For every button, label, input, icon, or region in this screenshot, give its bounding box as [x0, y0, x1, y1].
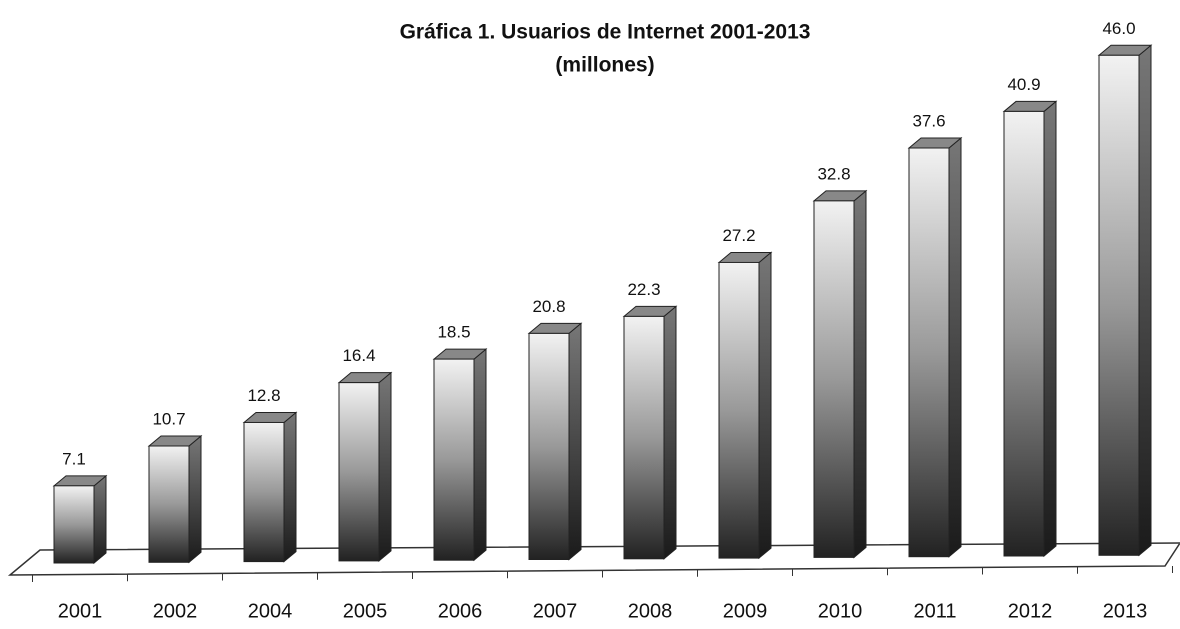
bar — [242, 411, 298, 563]
bar-front — [623, 315, 665, 560]
bar — [622, 305, 678, 560]
x-tick-label: 2001 — [58, 600, 103, 622]
bar — [1002, 100, 1058, 558]
bar-side — [663, 305, 677, 560]
value-label: 46.0 — [1102, 19, 1135, 38]
x-tick-label: 2004 — [248, 600, 293, 622]
bar-front — [528, 332, 570, 561]
value-label: 7.1 — [62, 449, 86, 468]
bar — [907, 136, 963, 558]
value-label: 12.8 — [247, 386, 280, 405]
bar-side — [188, 434, 202, 564]
bar-front — [243, 421, 285, 563]
bar-side — [93, 474, 107, 565]
x-tick-label: 2006 — [438, 600, 483, 622]
bar — [147, 434, 203, 564]
bar-side — [1043, 100, 1057, 558]
bar-side — [948, 136, 962, 558]
x-tick-label: 2002 — [153, 600, 198, 622]
bar-front — [908, 147, 950, 558]
bar-front — [433, 358, 475, 561]
bar — [717, 251, 773, 560]
value-label: 32.8 — [817, 164, 850, 183]
bar-front — [718, 261, 760, 559]
x-tick-label: 2011 — [913, 600, 956, 622]
bar-front — [1098, 54, 1140, 556]
bar — [337, 371, 393, 562]
x-tick-label: 2007 — [533, 600, 578, 622]
value-label: 18.5 — [437, 323, 470, 342]
x-tick-label: 2013 — [1103, 600, 1148, 622]
x-tick-label: 2012 — [1008, 600, 1053, 622]
bar-front — [148, 445, 190, 563]
bar-front — [53, 485, 95, 564]
bar — [527, 322, 583, 561]
chart-title: Gráfica 1. Usuarios de Internet 2001-201… — [400, 21, 811, 44]
bar-front — [338, 382, 380, 562]
value-label: 37.6 — [912, 111, 945, 130]
x-tick-label: 2005 — [343, 600, 388, 622]
bar — [52, 474, 108, 565]
bar-side — [378, 371, 392, 562]
value-label: 16.4 — [342, 346, 375, 365]
bar — [1097, 44, 1153, 557]
bar-side — [568, 322, 582, 561]
floor — [7, 542, 1180, 576]
chart-subtitle: (millones) — [555, 54, 654, 77]
bar-side — [473, 348, 487, 562]
bar-side — [283, 411, 297, 563]
value-label: 27.2 — [722, 226, 755, 245]
bar-side — [853, 189, 867, 559]
bar-front — [813, 200, 855, 558]
value-label: 20.8 — [532, 297, 565, 316]
value-label: 10.7 — [152, 409, 185, 428]
bar-front — [1003, 110, 1045, 557]
bar-side — [758, 251, 772, 560]
x-tick-label: 2009 — [723, 600, 768, 622]
bar — [812, 189, 868, 559]
bar — [432, 348, 488, 562]
value-label: 22.3 — [627, 280, 660, 299]
x-tick-label: 2008 — [628, 600, 673, 622]
value-label: 40.9 — [1007, 75, 1040, 94]
x-tick-label: 2010 — [818, 600, 863, 622]
bar-side — [1138, 44, 1152, 557]
